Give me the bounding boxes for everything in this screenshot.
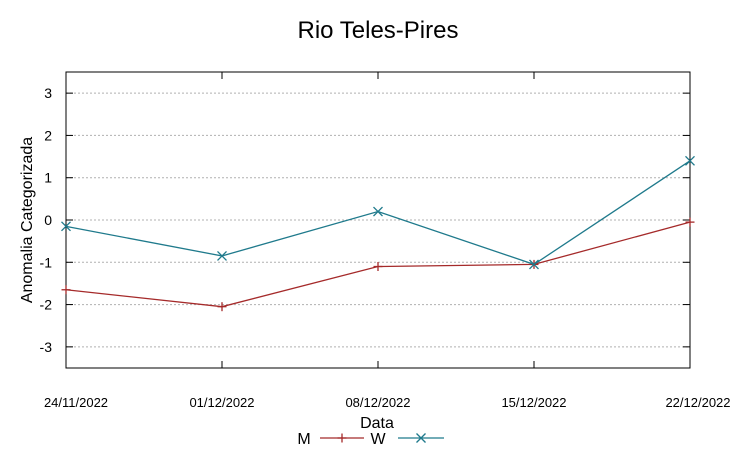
data-point-w (61, 221, 71, 232)
grid-lines (66, 92, 690, 348)
legend-label-m: M (297, 431, 310, 448)
data-point-m (61, 285, 71, 295)
series-line-w (65, 160, 691, 266)
data-point-w (217, 250, 227, 261)
chart-title: Rio Teles-Pires (298, 17, 459, 44)
x-axis-label: Data (360, 415, 394, 432)
legend-marker-w (416, 433, 426, 443)
x-tick-label: 22/12/2022 (665, 395, 730, 410)
y-axis-ticks: 3 2 1 0 -1 -2 -3 (40, 85, 690, 355)
series-layer (61, 155, 695, 312)
data-point-w (373, 206, 383, 217)
y-tick-label: -3 (40, 339, 53, 355)
data-point-m (217, 302, 227, 312)
y-tick-label: 1 (44, 170, 52, 186)
data-point-m (373, 262, 383, 272)
data-point-m (685, 217, 695, 227)
x-axis-ticks: 24/11/2022 01/12/2022 08/12/2022 15/12/2022… (44, 72, 731, 410)
data-point-w (685, 155, 695, 166)
y-axis-label: Anomalia Categorizada (19, 137, 36, 303)
y-tick-label: 0 (44, 212, 52, 228)
data-point-w (529, 259, 539, 270)
x-tick-label: 24/11/2022 (44, 395, 108, 410)
legend-marker-m (337, 433, 347, 443)
legend-label-w: W (370, 431, 386, 448)
y-tick-label: 3 (44, 85, 52, 101)
y-tick-label: -2 (40, 297, 53, 313)
x-tick-label: 01/12/2022 (189, 395, 254, 410)
x-tick-label: 08/12/2022 (345, 395, 410, 410)
y-tick-label: 2 (44, 127, 52, 143)
y-tick-label: -1 (40, 254, 53, 270)
x-tick-label: 15/12/2022 (501, 395, 566, 410)
